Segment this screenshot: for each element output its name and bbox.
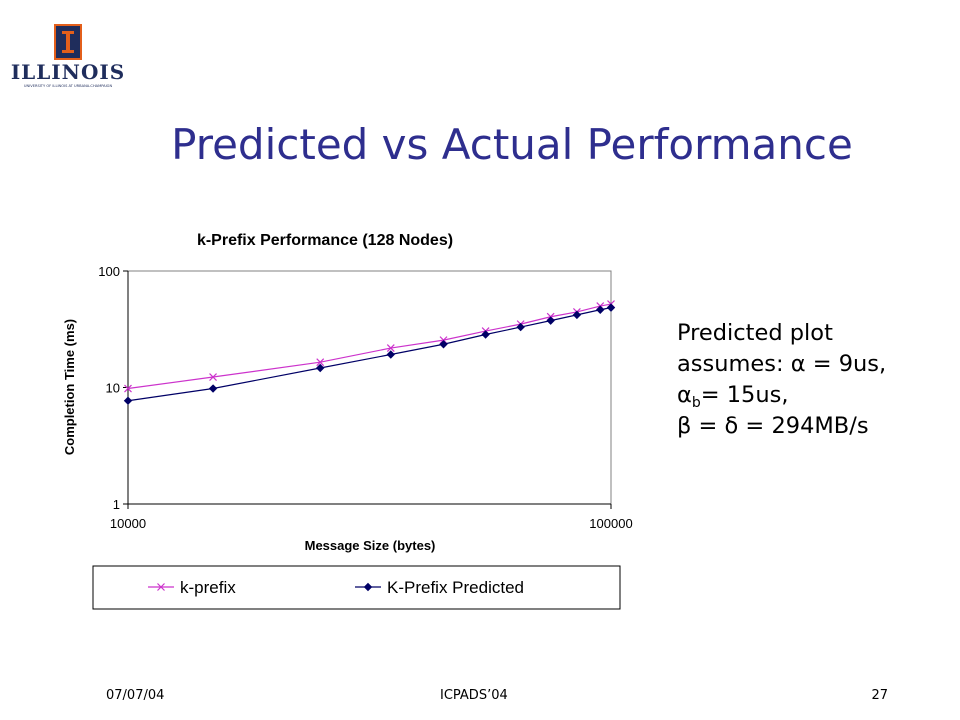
data-point bbox=[208, 384, 218, 393]
plot-area bbox=[127, 270, 612, 505]
slide-title: Predicted vs Actual Performance bbox=[171, 120, 853, 169]
data-point bbox=[546, 316, 555, 325]
legend-item: k-prefix bbox=[148, 578, 236, 597]
note-alpha: α = 9us, bbox=[790, 351, 887, 377]
performance-chart: k-Prefix Performance (128 Nodes) 110100 … bbox=[62, 232, 633, 610]
legend-label: K-Prefix Predicted bbox=[387, 578, 524, 597]
block-i-icon bbox=[54, 24, 82, 60]
legend-marker bbox=[157, 583, 165, 591]
logo-wordmark: ILLINOIS bbox=[10, 60, 126, 84]
note-alpha-b: α bbox=[677, 382, 692, 408]
legend: k-prefix K-Prefix Predicted bbox=[148, 578, 524, 597]
x-axis-ticks: 10000 100000 bbox=[110, 504, 633, 531]
y-tick-label: 10 bbox=[106, 381, 120, 396]
x-tick-label: 100000 bbox=[589, 516, 632, 531]
data-point bbox=[124, 384, 132, 393]
data-point bbox=[516, 322, 525, 332]
data-point bbox=[316, 358, 325, 367]
data-point bbox=[315, 363, 325, 373]
data-point bbox=[123, 396, 133, 405]
x-axis-label: Message Size (bytes) bbox=[305, 538, 436, 553]
data-point bbox=[209, 373, 217, 381]
series-1 bbox=[123, 303, 616, 405]
note-line-3: αb= 15us, bbox=[677, 380, 957, 411]
data-point bbox=[596, 305, 605, 314]
data-point bbox=[481, 330, 490, 339]
note-line-1: Predicted plot bbox=[677, 320, 833, 346]
y-axis-label: Completion Time (ms) bbox=[62, 319, 77, 455]
footer-date: 07/07/04 bbox=[106, 688, 165, 703]
chart-title: k-Prefix Performance (128 Nodes) bbox=[197, 232, 453, 249]
y-tick-label: 100 bbox=[98, 264, 120, 279]
university-logo: ILLINOIS UNIVERSITY OF ILLINOIS AT URBAN… bbox=[10, 18, 126, 93]
data-point bbox=[386, 350, 395, 359]
y-axis-ticks: 1 10 100 bbox=[98, 264, 128, 512]
data-point bbox=[439, 340, 448, 349]
note-line-4: β = δ = 294MB/s bbox=[677, 413, 869, 439]
y-tick-label: 1 bbox=[113, 497, 120, 512]
data-point bbox=[572, 310, 582, 320]
note-line-2-prefix: assumes: bbox=[677, 351, 791, 377]
data-point bbox=[386, 344, 395, 352]
assumptions-note: Predicted plot assumes: α = 9us, αb= 15u… bbox=[677, 318, 957, 442]
legend-marker bbox=[363, 582, 373, 592]
legend-item: K-Prefix Predicted bbox=[355, 578, 524, 597]
footer-conference: ICPADS’04 bbox=[440, 688, 508, 703]
note-alpha-b-value: = 15us, bbox=[700, 382, 789, 408]
footer-page-number: 27 bbox=[871, 688, 888, 703]
data-point bbox=[606, 303, 616, 312]
legend-label: k-prefix bbox=[180, 578, 236, 597]
x-tick-label: 10000 bbox=[110, 516, 146, 531]
series-layer bbox=[123, 300, 616, 405]
note-alpha-b-subscript: b bbox=[691, 395, 701, 411]
logo-subtitle: UNIVERSITY OF ILLINOIS AT URBANA-CHAMPAI… bbox=[23, 84, 113, 88]
note-line-2: assumes: α = 9us, bbox=[677, 349, 957, 380]
